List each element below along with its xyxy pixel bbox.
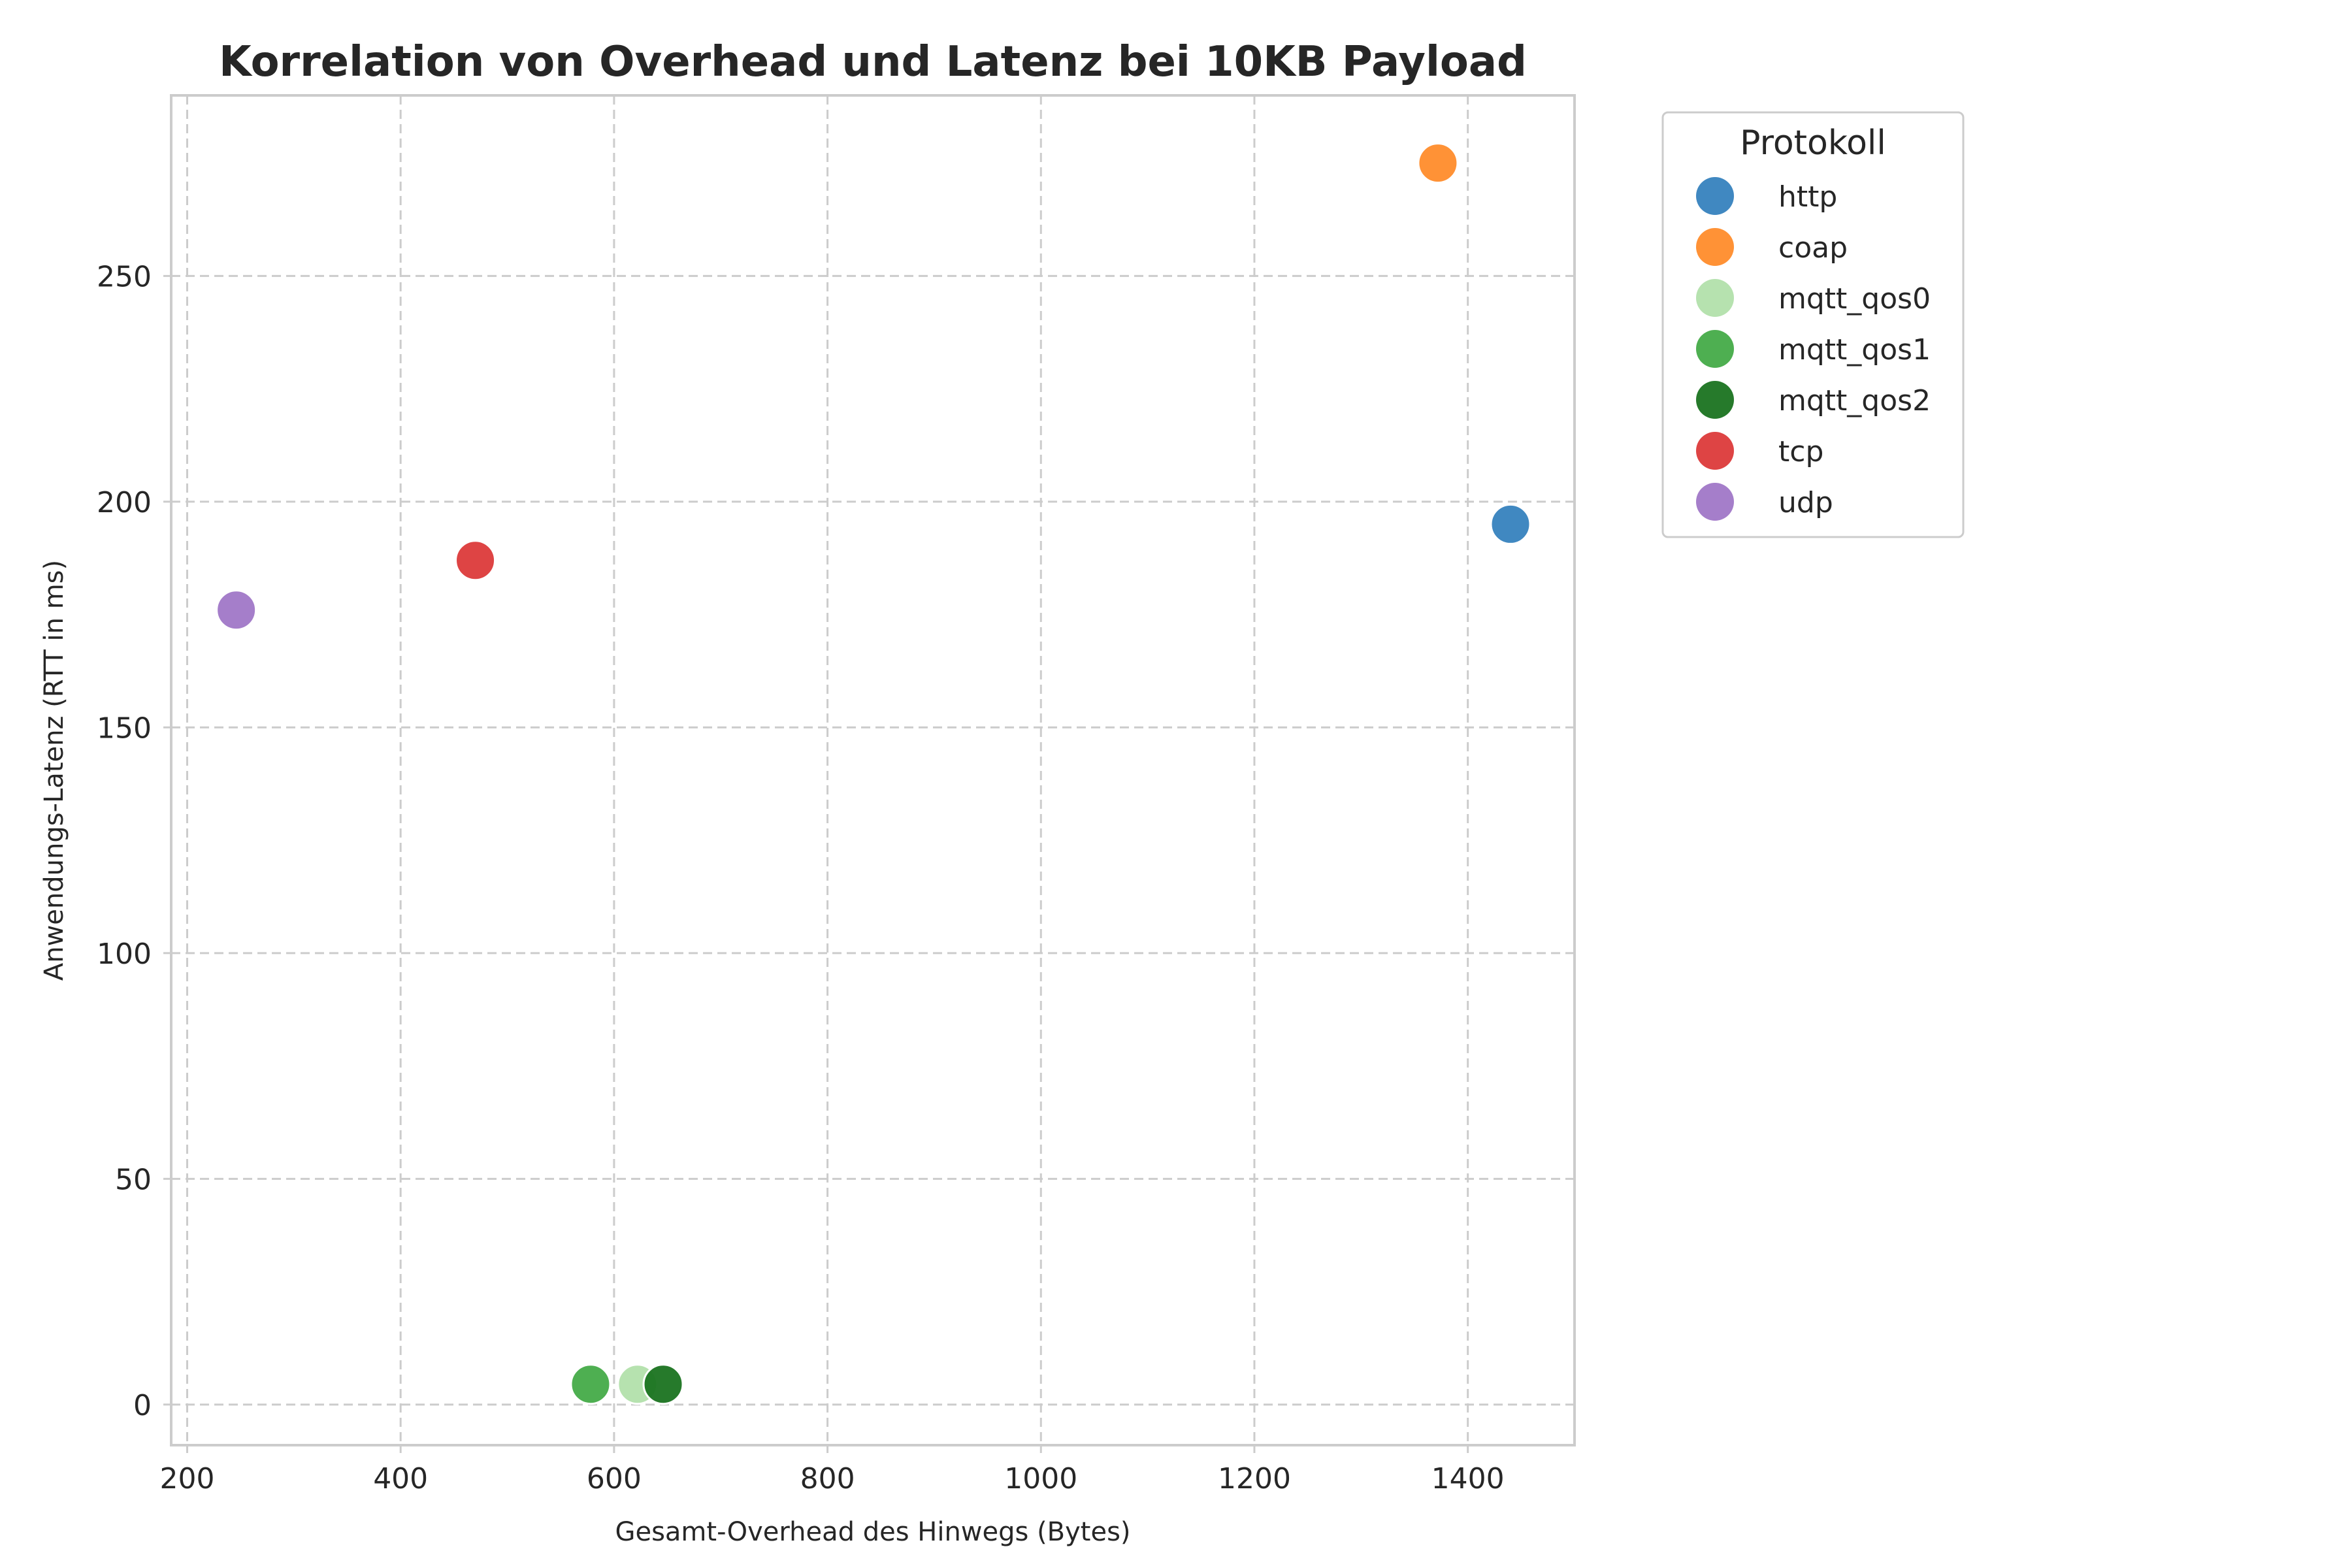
x-tick-label: 400 bbox=[373, 1462, 428, 1495]
legend-marker-mqtt_qos2 bbox=[1696, 381, 1734, 419]
x-tick-label: 800 bbox=[800, 1462, 855, 1495]
legend-label-http: http bbox=[1778, 180, 1837, 214]
legend-label-mqtt_qos2: mqtt_qos2 bbox=[1778, 384, 1931, 417]
legend-title: Protokoll bbox=[1740, 123, 1886, 163]
legend-marker-http bbox=[1696, 177, 1734, 215]
y-tick-label: 100 bbox=[97, 938, 152, 971]
legend-label-tcp: tcp bbox=[1778, 435, 1823, 468]
legend-marker-mqtt_qos0 bbox=[1696, 279, 1734, 317]
y-tick-label: 250 bbox=[97, 260, 152, 293]
x-axis-label: Gesamt-Overhead des Hinwegs (Bytes) bbox=[615, 1517, 1130, 1547]
x-tick-label: 600 bbox=[587, 1462, 642, 1495]
legend-marker-udp bbox=[1696, 483, 1734, 521]
y-tick-label: 150 bbox=[97, 711, 152, 745]
y-tick-label: 0 bbox=[133, 1389, 152, 1422]
y-axis-label: Anwendungs-Latenz (RTT in ms) bbox=[39, 560, 69, 981]
chart-title: Korrelation von Overhead und Latenz bei … bbox=[219, 38, 1527, 86]
legend: Protokoll http coap mqtt_qos0 mqtt_qos1mqtt… bbox=[1661, 111, 1965, 538]
plot-frame bbox=[170, 94, 1576, 1446]
axis-ticks: 200 400 600 800 1000 1200 1400 0 50 100 150 200 250 bbox=[97, 260, 1505, 1495]
legend-label-coap: coap bbox=[1778, 231, 1848, 265]
data-point-udp bbox=[216, 589, 257, 631]
data-point-mqtt_qos2 bbox=[642, 1364, 684, 1405]
x-tick-label: 200 bbox=[160, 1462, 215, 1495]
x-tick-label: 1400 bbox=[1431, 1462, 1505, 1495]
legend-frame bbox=[1661, 111, 1965, 538]
x-tick-label: 1200 bbox=[1218, 1462, 1291, 1495]
legend-marker-mqtt_qos1 bbox=[1696, 330, 1734, 368]
grid-lines bbox=[171, 95, 1575, 1445]
x-tick-label: 1000 bbox=[1004, 1462, 1077, 1495]
legend-marker-tcp bbox=[1696, 432, 1734, 470]
data-point-coap bbox=[1417, 142, 1459, 184]
y-tick-label: 200 bbox=[97, 486, 152, 519]
legend-marker-coap bbox=[1696, 228, 1734, 266]
data-point-tcp bbox=[455, 540, 497, 581]
legend-label-udp: udp bbox=[1778, 486, 1833, 519]
data-point-mqtt_qos1 bbox=[570, 1364, 612, 1405]
y-tick-label: 50 bbox=[115, 1163, 152, 1196]
data-point-http bbox=[1490, 503, 1531, 545]
legend-label-mqtt_qos0: mqtt_qos0 bbox=[1778, 282, 1931, 316]
data-points bbox=[216, 142, 1531, 1405]
legend-label-mqtt_qos1: mqtt_qos1 bbox=[1778, 333, 1931, 367]
